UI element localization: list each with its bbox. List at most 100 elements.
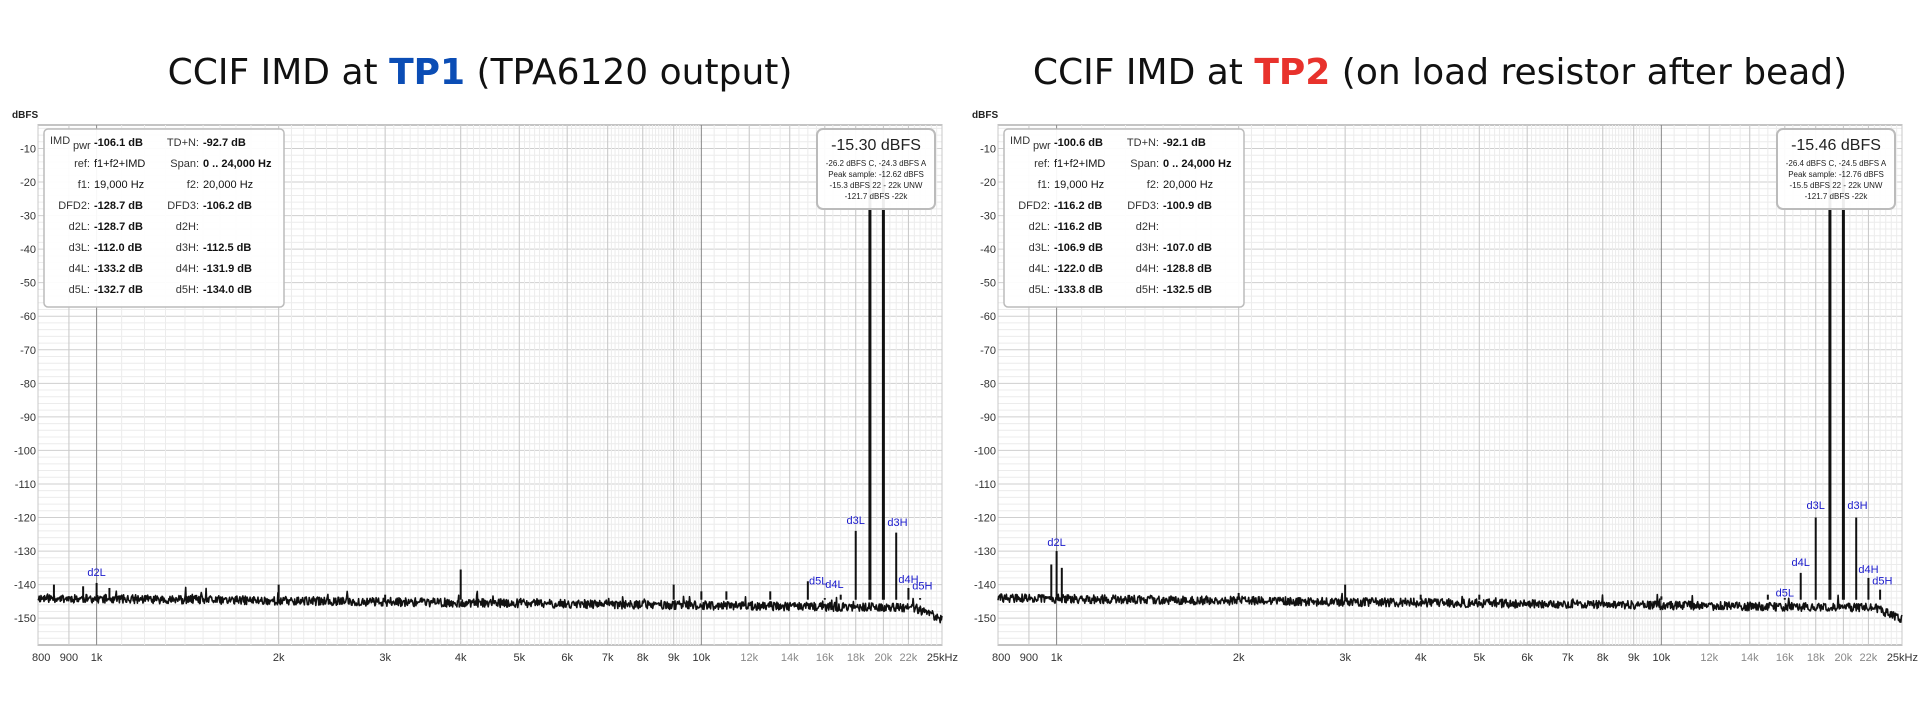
y-tick-label: -10 <box>20 143 36 155</box>
y-axis-unit: dBFS <box>12 110 38 121</box>
harmonic-label-d3l: d3L <box>847 515 865 527</box>
x-tick-label: 10k <box>1652 652 1670 664</box>
x-tick-label: 16k <box>1776 652 1794 664</box>
harmonic-label-d3h: d3H <box>887 517 907 529</box>
x-tick-label: 25kHz <box>927 652 958 664</box>
info-value-d3h: -112.5 dB <box>203 242 251 254</box>
x-tick-label: 800 <box>32 652 50 664</box>
y-tick-label: -90 <box>20 412 36 424</box>
chart-title-tp2: CCIF IMD at TP2 (on load resistor after … <box>1033 52 1847 93</box>
title-prefix: CCIF IMD at <box>1032 52 1255 93</box>
imd-subscript: pwr <box>73 140 91 152</box>
info-value-f2: 20,000 Hz <box>203 179 253 191</box>
x-tick-label: 3k <box>1339 652 1351 664</box>
title-testpoint: TP2 <box>1254 52 1331 93</box>
info-key-f2_label: f2: <box>187 179 199 191</box>
harmonic-label-d4h: d4H <box>898 574 918 586</box>
title-testpoint: TP1 <box>389 52 466 93</box>
y-tick-label: -70 <box>20 345 36 357</box>
x-tick-label: 8k <box>637 652 649 664</box>
y-tick-label: -20 <box>980 177 996 189</box>
info-value-d4h: -128.8 dB <box>1163 263 1212 275</box>
level-main: -15.46 dBFS <box>1791 137 1881 154</box>
info-key-d4l_label: d4L: <box>69 263 90 275</box>
x-tick-label: 9k <box>668 652 680 664</box>
info-value-d3l: -112.0 dB <box>94 242 142 254</box>
level-box <box>816 128 936 210</box>
info-key-d4h_label: d4H: <box>1136 263 1159 275</box>
spectrum-noise-trace <box>37 586 943 624</box>
info-value-span: 0 .. 24,000 Hz <box>1163 158 1232 170</box>
info-key-d4h_label: d4H: <box>176 263 199 275</box>
info-value-f1: 19,000 Hz <box>94 179 144 191</box>
info-key-f1_label: f1: <box>78 179 90 191</box>
x-tick-label: 8k <box>1597 652 1609 664</box>
chart-panel-1: -10 -20 -30 -40 -50 -60 -70 -80 -90 -100 -110 -120 -… <box>12 110 958 664</box>
x-tick-label: 4k <box>455 652 467 664</box>
y-tick-label: -130 <box>14 546 36 558</box>
title-prefix: CCIF IMD at <box>167 52 390 93</box>
harmonic-label-d5l: d5L <box>809 576 827 588</box>
info-key-d3l_label: d3L: <box>1029 242 1050 254</box>
info-key-dfd2_label: DFD2: <box>58 200 90 212</box>
info-key-d5l_label: d5L: <box>1029 284 1050 296</box>
info-value-dfd3: -106.2 dB <box>203 200 252 212</box>
info-value-d5l: -133.8 dB <box>1054 284 1103 296</box>
x-tick-label: 900 <box>60 652 78 664</box>
info-key-d3l_label: d3L: <box>69 242 90 254</box>
info-key-d2l_label: d2L: <box>1029 221 1050 233</box>
y-tick-label: -120 <box>974 513 996 525</box>
info-value-imd: -106.1 dB <box>94 137 143 149</box>
info-value-d4l: -133.2 dB <box>94 263 143 275</box>
imd-label: IMD <box>50 135 70 147</box>
y-tick-label: -90 <box>980 412 996 424</box>
x-tick-label: 900 <box>1020 652 1038 664</box>
x-tick-label: 10k <box>692 652 710 664</box>
imd-info-box <box>1003 128 1245 308</box>
info-key-d4l_label: d4L: <box>1029 263 1050 275</box>
info-value-d5h: -132.5 dB <box>1163 284 1212 296</box>
level-line-weighted: -26.2 dBFS C, -24.3 dBFS A <box>826 159 927 168</box>
x-tick-label: 1k <box>91 652 103 664</box>
info-key-tdn_label: TD+N: <box>167 137 199 149</box>
info-key-dfd2_label: DFD2: <box>1018 200 1050 212</box>
info-key-d5h_label: d5H: <box>1136 284 1159 296</box>
info-key-tdn_label: TD+N: <box>1127 137 1159 149</box>
info-key-span_label: Span: <box>170 158 199 170</box>
harmonic-label-d4h: d4H <box>1858 564 1878 576</box>
x-tick-label: 22k <box>900 652 918 664</box>
level-line-unweighted: -15.5 dBFS 22 - 22k UNW <box>1790 181 1883 190</box>
harmonic-label-d2l: d2L <box>87 567 105 579</box>
info-key-dfd3_label: DFD3: <box>167 200 199 212</box>
harmonic-label-d5h: d5H <box>1872 576 1892 588</box>
x-tick-label: 14k <box>781 652 799 664</box>
info-key-f2_label: f2: <box>1147 179 1159 191</box>
chart-panel-2: -10 -20 -30 -40 -50 -60 -70 -80 -90 -100 -110 -120 -… <box>972 110 1918 664</box>
imd-subscript: pwr <box>1033 140 1051 152</box>
y-tick-label: -70 <box>980 345 996 357</box>
info-value-d5h: -134.0 dB <box>203 284 252 296</box>
y-tick-label: -30 <box>20 211 36 223</box>
harmonic-label-d5l: d5L <box>1776 587 1794 599</box>
y-tick-label: -120 <box>14 513 36 525</box>
info-value-imd: -100.6 dB <box>1054 137 1103 149</box>
y-tick-label: -60 <box>20 311 36 323</box>
info-key-d5h_label: d5H: <box>176 284 199 296</box>
x-tick-label: 22k <box>1860 652 1878 664</box>
y-tick-label: -80 <box>980 378 996 390</box>
level-line-peak: Peak sample: -12.62 dBFS <box>828 170 924 179</box>
y-tick-label: -150 <box>14 613 36 625</box>
info-value-tdn: -92.7 dB <box>203 137 246 149</box>
level-line-22k: -121.7 dBFS -22k <box>845 192 909 201</box>
info-key-ref_label: ref: <box>1034 158 1050 170</box>
x-tick-label: 20k <box>875 652 893 664</box>
level-line-weighted: -26.4 dBFS C, -24.5 dBFS A <box>1786 159 1887 168</box>
info-value-d4h: -131.9 dB <box>203 263 252 275</box>
y-tick-label: -30 <box>980 211 996 223</box>
y-axis-unit: dBFS <box>972 110 998 121</box>
title-suffix: (TPA6120 output) <box>465 52 793 93</box>
x-tick-label: 12k <box>1700 652 1718 664</box>
info-value-d3l: -106.9 dB <box>1054 242 1103 254</box>
y-tick-label: -110 <box>15 479 36 491</box>
info-key-f1_label: f1: <box>1038 179 1050 191</box>
